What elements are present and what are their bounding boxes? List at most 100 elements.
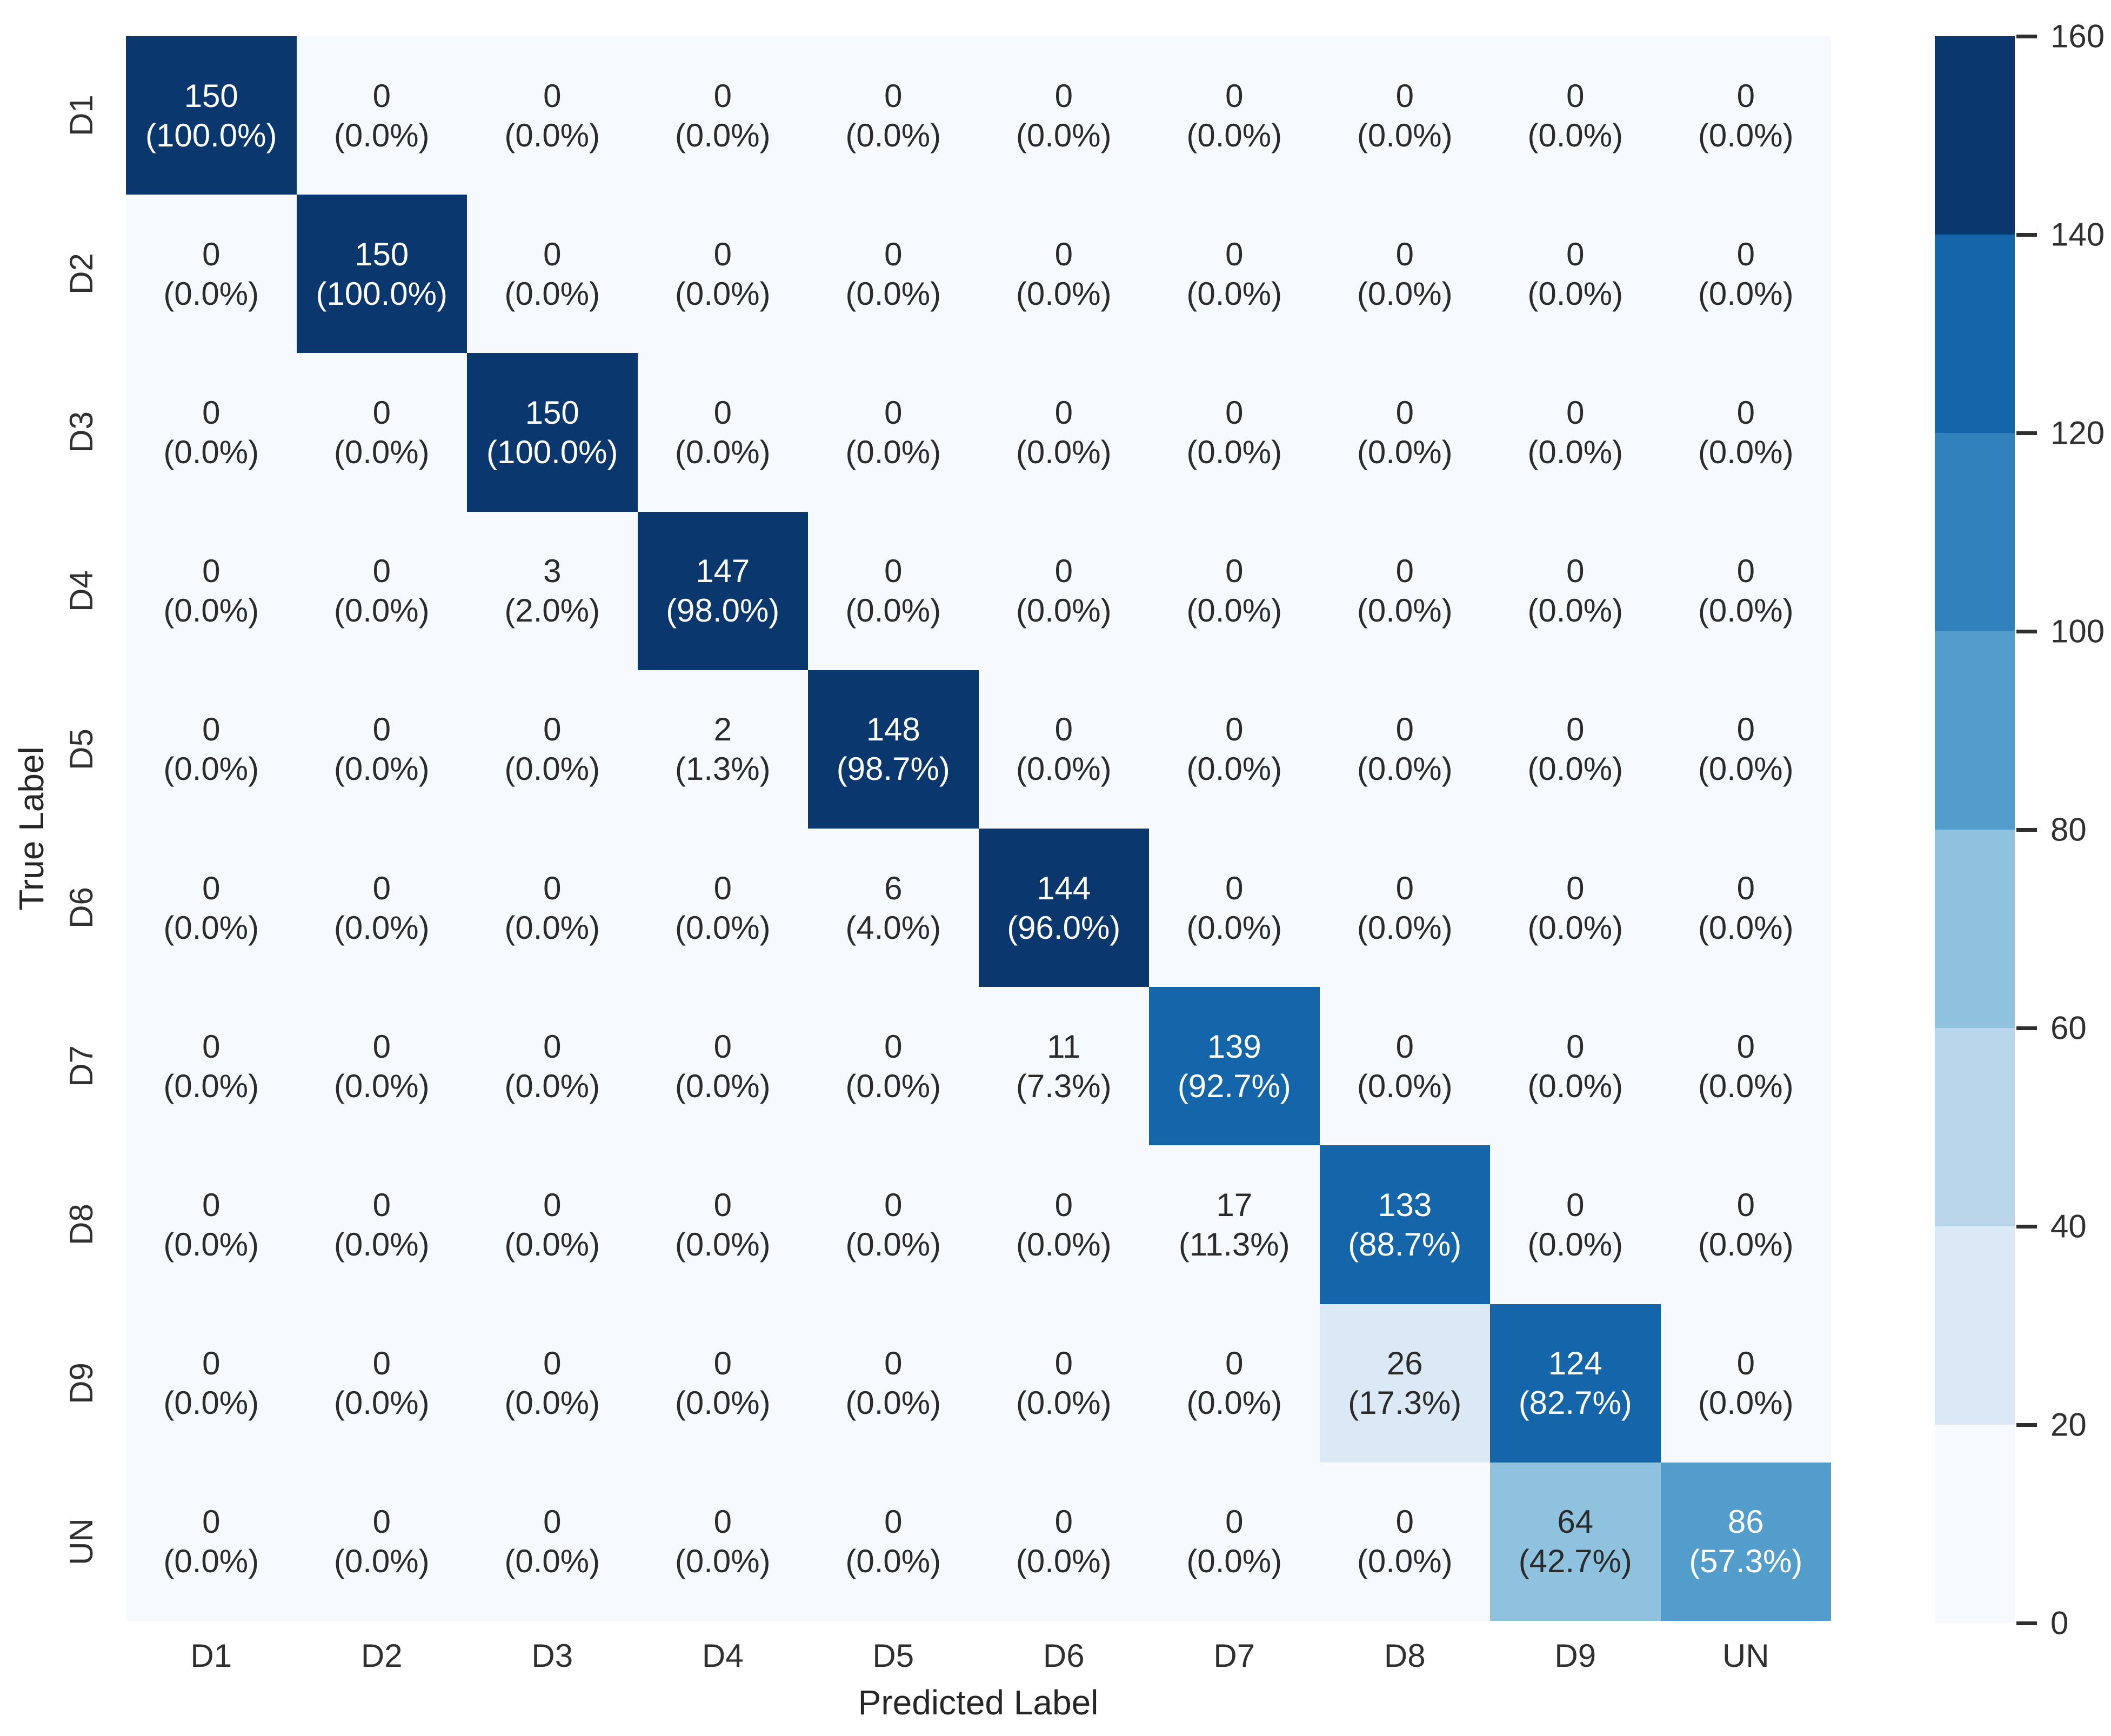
cell-percent: (0.0%) bbox=[1016, 433, 1112, 470]
cell-percent: (0.0%) bbox=[333, 592, 430, 629]
heatmap-cell-D4-D8: 0 (0.0%) bbox=[1319, 511, 1490, 670]
heatmap-cell-D2-D8: 0 (0.0%) bbox=[1319, 195, 1490, 353]
heatmap-cell-D3-D5: 0 (0.0%) bbox=[808, 353, 979, 512]
cell-percent: (0.0%) bbox=[1357, 117, 1453, 153]
heatmap-cell-D2-D5: 0 (0.0%) bbox=[808, 195, 979, 353]
cell-percent: (92.7%) bbox=[1177, 1067, 1291, 1104]
cell-count: 0 bbox=[1395, 236, 1414, 272]
colorbar-tick-label-60: 60 bbox=[2050, 1010, 2087, 1046]
cell-count: 0 bbox=[543, 711, 562, 748]
y-tick-label-text: D8 bbox=[63, 1204, 99, 1246]
heatmap-cell-D3-D2: 0 (0.0%) bbox=[296, 353, 467, 512]
cell-percent: (0.0%) bbox=[504, 751, 600, 787]
cell-percent: (0.0%) bbox=[504, 1543, 600, 1580]
cell-count: 2 bbox=[713, 711, 732, 748]
y-tick-label-D4: D4 bbox=[49, 512, 113, 670]
heatmap-cell-D6-D1: 0 (0.0%) bbox=[126, 829, 297, 987]
cell-count: 0 bbox=[1225, 236, 1244, 272]
cell-percent: (0.0%) bbox=[845, 1226, 941, 1263]
colorbar-band-3 bbox=[1935, 631, 2015, 830]
colorbar-band-2 bbox=[1935, 433, 2015, 631]
heatmap-cell-D5-D3: 0 (0.0%) bbox=[467, 670, 638, 829]
cell-percent: (0.0%) bbox=[163, 1385, 259, 1421]
cell-percent: (0.0%) bbox=[163, 592, 259, 629]
heatmap-cell-D2-D9: 0 (0.0%) bbox=[1490, 195, 1661, 353]
cell-percent: (0.0%) bbox=[1527, 751, 1624, 787]
cell-count: 0 bbox=[1054, 1504, 1073, 1540]
heatmap-cell-D8-D7: 17 (11.3%) bbox=[1149, 1145, 1320, 1304]
y-tick-label-D1: D1 bbox=[49, 36, 113, 195]
colorbar-band-4 bbox=[1935, 830, 2015, 1028]
heatmap-cell-D8-D5: 0 (0.0%) bbox=[808, 1145, 979, 1304]
cell-count: 0 bbox=[202, 236, 221, 272]
cell-percent: (0.0%) bbox=[504, 909, 600, 946]
cell-count: 11 bbox=[1047, 1028, 1081, 1065]
heatmap-cell-D7-D3: 0 (0.0%) bbox=[467, 987, 638, 1146]
cell-count: 0 bbox=[372, 77, 391, 114]
colorbar-tick-label-40: 40 bbox=[2050, 1208, 2087, 1245]
cell-percent: (0.0%) bbox=[1527, 275, 1624, 312]
cell-percent: (0.0%) bbox=[845, 592, 941, 629]
cell-count: 0 bbox=[1736, 1028, 1755, 1065]
cell-count: 0 bbox=[543, 1345, 562, 1382]
colorbar-tick-mark-80 bbox=[2016, 827, 2037, 832]
heatmap-cell-D9-D5: 0 (0.0%) bbox=[808, 1304, 979, 1463]
colorbar-band-5 bbox=[1935, 1028, 2015, 1226]
heatmap-cell-D1-D7: 0 (0.0%) bbox=[1149, 36, 1320, 195]
cell-percent: (100.0%) bbox=[486, 433, 618, 470]
cell-count: 0 bbox=[1225, 870, 1244, 906]
cell-count: 0 bbox=[1566, 236, 1585, 272]
x-tick-label-D6: D6 bbox=[1043, 1637, 1085, 1674]
cell-count: 0 bbox=[1566, 1186, 1585, 1223]
x-tick-label-UN: UN bbox=[1722, 1637, 1769, 1674]
cell-percent: (0.0%) bbox=[1357, 909, 1453, 946]
cell-count: 0 bbox=[1395, 1028, 1414, 1065]
y-tick-label-D2: D2 bbox=[49, 195, 113, 353]
y-tick-label-D6: D6 bbox=[49, 829, 113, 987]
heatmap-cell-D1-D9: 0 (0.0%) bbox=[1490, 36, 1661, 195]
colorbar-band-6 bbox=[1935, 1226, 2015, 1425]
heatmap-cell-D9-D4: 0 (0.0%) bbox=[637, 1304, 808, 1463]
x-tick-label-D2: D2 bbox=[360, 1637, 403, 1674]
cell-percent: (0.0%) bbox=[163, 1543, 259, 1580]
heatmap-cell-D6-D8: 0 (0.0%) bbox=[1319, 829, 1490, 987]
heatmap-cell-UN-D7: 0 (0.0%) bbox=[1149, 1462, 1320, 1621]
cell-percent: (0.0%) bbox=[1527, 433, 1624, 470]
y-axis-tick-labels: D1 D2 D3 D4 D5 D6 D7 D8 D9 UN bbox=[49, 36, 113, 1621]
cell-count: 0 bbox=[884, 77, 903, 114]
heatmap-cell-D8-D3: 0 (0.0%) bbox=[467, 1145, 638, 1304]
heatmap-cell-D4-D9: 0 (0.0%) bbox=[1490, 511, 1661, 670]
cell-count: 0 bbox=[1225, 77, 1244, 114]
heatmap-cell-UN-D8: 0 (0.0%) bbox=[1319, 1462, 1490, 1621]
heatmap-cell-D4-D5: 0 (0.0%) bbox=[808, 511, 979, 670]
cell-count: 17 bbox=[1216, 1186, 1253, 1223]
cell-count: 86 bbox=[1727, 1504, 1764, 1540]
cell-count: 0 bbox=[713, 1028, 732, 1065]
cell-percent: (98.7%) bbox=[836, 751, 950, 787]
heatmap-cell-D2-D3: 0 (0.0%) bbox=[467, 195, 638, 353]
x-tick-label-D5: D5 bbox=[872, 1637, 914, 1674]
x-tick-label-D9: D9 bbox=[1554, 1637, 1596, 1674]
cell-count: 0 bbox=[713, 1345, 732, 1382]
colorbar-tick-mark-100 bbox=[2016, 629, 2037, 633]
cell-percent: (96.0%) bbox=[1007, 909, 1121, 946]
cell-count: 0 bbox=[202, 1504, 221, 1540]
cell-count: 0 bbox=[1054, 553, 1073, 590]
cell-count: 0 bbox=[1566, 394, 1585, 431]
cell-percent: (0.0%) bbox=[163, 751, 259, 787]
cell-percent: (0.0%) bbox=[504, 275, 600, 312]
heatmap-cell-D2-D7: 0 (0.0%) bbox=[1149, 195, 1320, 353]
colorbar bbox=[1935, 36, 2015, 1623]
cell-percent: (0.0%) bbox=[1016, 592, 1112, 629]
cell-count: 148 bbox=[866, 711, 920, 748]
heatmap-cell-D3-UN: 0 (0.0%) bbox=[1660, 353, 1831, 512]
colorbar-tick-label-20: 20 bbox=[2050, 1406, 2087, 1443]
cell-percent: (0.0%) bbox=[333, 751, 430, 787]
cell-count: 0 bbox=[1736, 1345, 1755, 1382]
cell-percent: (7.3%) bbox=[1016, 1067, 1112, 1104]
cell-percent: (0.0%) bbox=[845, 433, 941, 470]
heatmap-cell-D7-D4: 0 (0.0%) bbox=[637, 987, 808, 1146]
cell-count: 3 bbox=[543, 553, 562, 590]
colorbar-band-0 bbox=[1935, 36, 2015, 235]
cell-count: 0 bbox=[1395, 1504, 1414, 1540]
